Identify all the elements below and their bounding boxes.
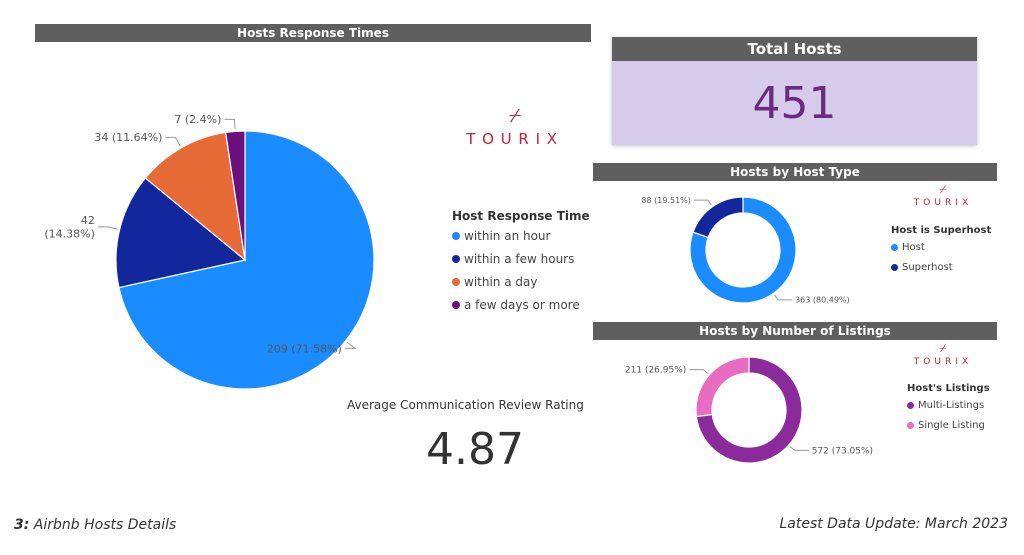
slice-superhost[interactable] (692, 196, 744, 239)
tourix-logo-icon: ⌿ (939, 182, 947, 196)
total-hosts-title: Total Hosts (612, 37, 977, 61)
leader-line (689, 369, 709, 374)
section-number: 3: (14, 517, 30, 533)
data-update-note: Latest Data Update: March 2023 (779, 516, 1008, 532)
response-legend-title: Host Response Time (452, 209, 590, 223)
slice-multi-listings[interactable] (695, 356, 803, 464)
total-hosts-value: 451 (612, 61, 977, 145)
legend-item-single-listing[interactable]: Single Listing (907, 420, 985, 431)
legend-label: within a day (464, 275, 538, 289)
data-label: 211 (26.95%) (625, 366, 686, 376)
legend-dot (907, 422, 914, 429)
legend-label: within a few hours (464, 252, 575, 266)
leader-line (97, 226, 118, 230)
host-type-legend-title: Host is Superhost (891, 225, 992, 236)
legend-item-host[interactable]: Host (891, 242, 925, 253)
slice-host[interactable] (689, 196, 797, 304)
legend-dot (452, 278, 460, 286)
slice-within-a-few-hours[interactable] (115, 177, 247, 289)
legend-item-within-an-hour[interactable]: within an hour (452, 229, 550, 243)
data-label: 88 (19.51%) (641, 196, 690, 205)
legend-dot (452, 255, 460, 263)
logo-text: TOURIX (466, 130, 564, 148)
data-label: 42 (81, 214, 95, 227)
data-label: 572 (73.05%) (812, 447, 873, 457)
tourix-logo-icon: ⌿ (509, 103, 521, 127)
legend-dot (891, 244, 898, 251)
legend-label: Superhost (902, 262, 953, 273)
legend-item-multi-listings[interactable]: Multi-Listings (907, 400, 984, 411)
data-label: 7 (2.4%) (174, 113, 221, 126)
section-title: Airbnb Hosts Details (33, 517, 177, 533)
legend-item-within-a-day[interactable]: within a day (452, 275, 537, 289)
listings-chart-title: Hosts by Number of Listings (593, 322, 997, 340)
data-label: 209 (71.58%) (267, 342, 342, 355)
slice-within-an-hour[interactable] (118, 130, 375, 390)
data-label: (14.38%) (44, 227, 95, 240)
logo-text: TOURIX (913, 357, 973, 367)
legend-label: within an hour (464, 229, 551, 243)
legend-label: a few days or more (464, 298, 580, 312)
leader-line (693, 199, 712, 206)
legend-label: Multi-Listings (918, 400, 985, 411)
response-chart-title: Hosts Response Times (35, 24, 591, 42)
leader-line (165, 136, 181, 147)
leader-line (789, 446, 809, 451)
listings-legend-title: Host's Listings (907, 383, 990, 394)
legend-dot (452, 301, 460, 309)
legend-item-superhost[interactable]: Superhost (891, 262, 953, 273)
tourix-logo: ⌿ TOURIX (450, 104, 580, 148)
avg-rating-label: Average Communication Review Rating (347, 398, 584, 412)
tourix-logo-icon: ⌿ (939, 341, 947, 355)
avg-rating-value: 4.87 (426, 424, 524, 475)
legend-item-within-a-few-hours[interactable]: within a few hours (452, 252, 574, 266)
leader-line (344, 341, 357, 349)
legend-label: Host (902, 242, 925, 253)
leader-line (774, 294, 793, 301)
data-label: 34 (11.64%) (94, 131, 162, 144)
page-section-caption: 3: Airbnb Hosts Details (14, 517, 176, 533)
legend-dot (891, 264, 898, 271)
tourix-logo-small: ⌿ TOURIX (905, 182, 981, 209)
slice-within-a-day[interactable] (144, 131, 246, 262)
slice-single-listing[interactable] (695, 356, 750, 418)
legend-label: Single Listing (918, 420, 985, 431)
total-hosts-card: Total Hosts 451 (612, 37, 977, 145)
leader-line (224, 118, 236, 130)
legend-item-a-few-days-or-more[interactable]: a few days or more (452, 298, 580, 312)
tourix-logo-small: ⌿ TOURIX (905, 341, 981, 368)
legend-dot (907, 402, 914, 409)
host-type-chart-title: Hosts by Host Type (593, 163, 997, 181)
data-label: 363 (80.49%) (795, 296, 850, 305)
logo-text: TOURIX (913, 198, 973, 208)
slice-a-few-days-or-more[interactable] (224, 130, 246, 261)
legend-dot (452, 232, 460, 240)
